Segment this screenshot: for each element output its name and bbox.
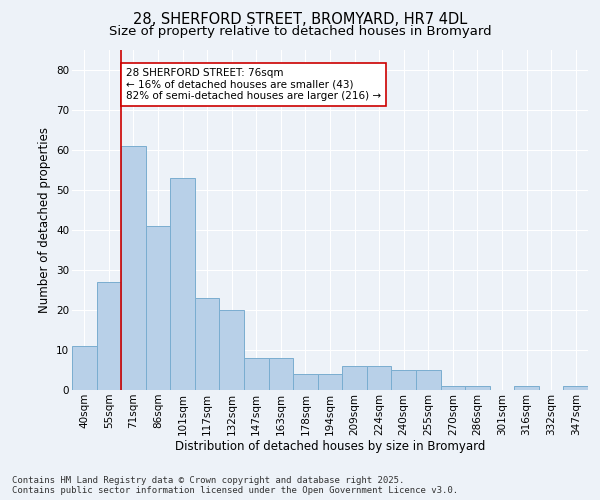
Bar [170,178,195,390]
Bar [318,374,342,390]
Bar [220,310,244,390]
Bar [97,282,121,390]
Bar [465,386,490,390]
Bar [416,370,440,390]
Bar [244,358,269,390]
X-axis label: Distribution of detached houses by size in Bromyard: Distribution of detached houses by size … [175,440,485,454]
Bar [146,226,170,390]
Bar [391,370,416,390]
Bar [195,298,220,390]
Y-axis label: Number of detached properties: Number of detached properties [38,127,50,313]
Bar [514,386,539,390]
Bar [440,386,465,390]
Bar [269,358,293,390]
Bar [293,374,318,390]
Text: Contains HM Land Registry data © Crown copyright and database right 2025.
Contai: Contains HM Land Registry data © Crown c… [12,476,458,495]
Text: Size of property relative to detached houses in Bromyard: Size of property relative to detached ho… [109,25,491,38]
Bar [121,146,146,390]
Bar [342,366,367,390]
Text: 28 SHERFORD STREET: 76sqm
← 16% of detached houses are smaller (43)
82% of semi-: 28 SHERFORD STREET: 76sqm ← 16% of detac… [126,68,381,101]
Bar [367,366,391,390]
Bar [72,346,97,390]
Bar [563,386,588,390]
Text: 28, SHERFORD STREET, BROMYARD, HR7 4DL: 28, SHERFORD STREET, BROMYARD, HR7 4DL [133,12,467,28]
